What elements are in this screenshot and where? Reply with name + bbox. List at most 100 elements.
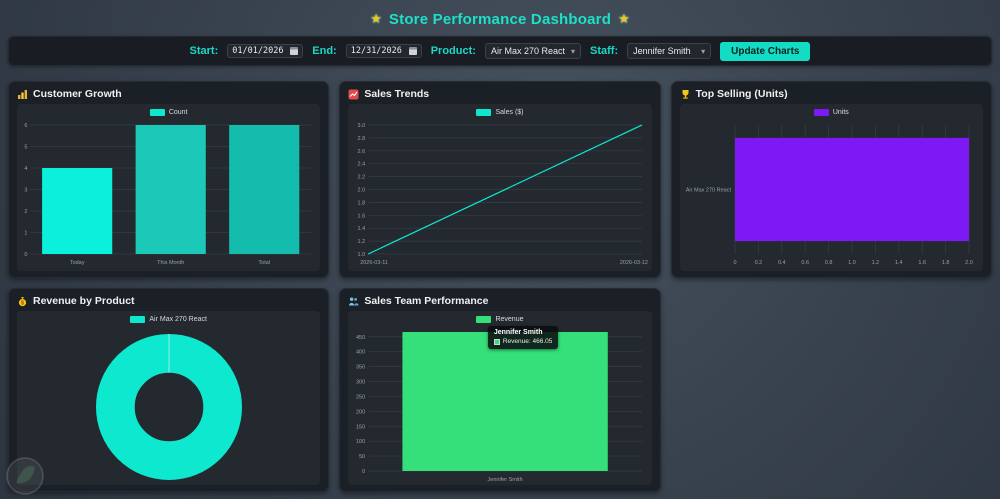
legend-label: Units: [832, 109, 849, 116]
svg-text:Today: Today: [69, 260, 84, 266]
sales-team-chart[interactable]: 0 50 100 150 200 250 300 350 400 450 Jennifer Smit…: [350, 326, 650, 484]
panel-customer-growth: Customer Growth Count 0 1 2 3 4 5 6 Today This M…: [8, 81, 330, 278]
svg-text:0.8: 0.8: [825, 260, 833, 266]
svg-text:Total: Total: [258, 260, 270, 266]
svg-text:2.6: 2.6: [358, 149, 366, 155]
panel-title: Sales Team Performance: [364, 295, 489, 307]
dashboard-grid: Customer Growth Count 0 1 2 3 4 5 6 Today This M…: [8, 81, 992, 492]
svg-text:1.6: 1.6: [358, 213, 366, 219]
page-title: Store Performance Dashboard: [388, 10, 612, 28]
chart-area: Count 0 1 2 3 4 5 6 Today This Month Total: [17, 104, 321, 271]
panel-revenue-by-product: $ Revenue by Product Air Max 270 React: [8, 288, 330, 492]
svg-text:350: 350: [356, 365, 365, 371]
empty-cell: [671, 288, 992, 492]
header: ★ Store Performance Dashboard ★: [0, 0, 1000, 34]
svg-text:This Month: This Month: [157, 260, 184, 266]
svg-text:0: 0: [24, 252, 27, 258]
tooltip-swatch: [493, 338, 500, 345]
legend-swatch: [476, 109, 492, 116]
trend-chart-icon: [348, 89, 359, 99]
product-select-value: Air Max 270 React: [490, 46, 565, 56]
money-bag-icon: $: [18, 296, 27, 306]
svg-text:3.0: 3.0: [358, 123, 366, 129]
staff-select[interactable]: Jennifer Smith ▾: [627, 43, 712, 59]
tooltip-value: Revenue: 466.05: [502, 338, 553, 345]
chart-legend[interactable]: Units: [813, 106, 849, 119]
calendar-icon: [290, 47, 299, 55]
svg-text:2.8: 2.8: [358, 136, 366, 142]
sales-trends-chart[interactable]: 1.0 1.2 1.4 1.6 1.8 2.0 2.2 2.4 2.6 2.8 3.0 2026-03…: [350, 119, 650, 267]
svg-text:0.2: 0.2: [755, 260, 763, 266]
legend-swatch: [476, 316, 492, 323]
svg-text:200: 200: [356, 409, 365, 415]
update-charts-button[interactable]: Update Charts: [720, 41, 811, 61]
chevron-down-icon: ▾: [701, 46, 706, 56]
chart-legend[interactable]: Count: [149, 106, 188, 119]
chart-area: Sales ($) 1.0 1.2 1.4 1.6 1.8 2.0 2.2 2.4 2.6 2.8…: [348, 104, 652, 271]
chart-legend[interactable]: Air Max 270 React: [130, 313, 207, 326]
svg-text:3: 3: [24, 188, 27, 194]
svg-text:1.0: 1.0: [849, 260, 857, 266]
panel-header: Sales Team Performance: [348, 295, 651, 307]
start-date-field[interactable]: [227, 44, 304, 58]
chevron-down-icon: ▾: [570, 46, 575, 56]
svg-text:50: 50: [359, 454, 365, 460]
svg-text:2.0: 2.0: [966, 260, 974, 266]
svg-text:2.2: 2.2: [358, 175, 366, 181]
star-icon: ★: [618, 11, 630, 26]
svg-text:0: 0: [362, 469, 365, 475]
revenue-donut-chart[interactable]: [19, 326, 319, 484]
chart-legend[interactable]: Revenue: [476, 313, 524, 326]
panel-sales-trends: Sales Trends Sales ($) 1.0 1.2 1.4 1.6 1.8 2.…: [339, 81, 661, 278]
filter-bar: Start: End: Product: Air Max 270 React ▾…: [8, 36, 992, 66]
chart-area: Revenue 0 50 100 150 200 250 300 350 400 450 Jenni…: [348, 311, 652, 485]
panel-header: Customer Growth: [17, 88, 320, 100]
panel-title: Sales Trends: [364, 88, 430, 100]
end-date-input[interactable]: [350, 46, 405, 56]
svg-text:$: $: [21, 300, 24, 306]
start-date-input[interactable]: [232, 46, 287, 56]
svg-text:2.4: 2.4: [358, 162, 366, 168]
panel-header: Top Selling (Units): [680, 88, 983, 100]
top-selling-chart[interactable]: 0 0.2 0.4 0.6 0.8 1.0 1.2 1.4 1.6 1.8 2.0 Air Max 2…: [681, 119, 981, 267]
tooltip-title: Jennifer Smith: [493, 329, 543, 336]
start-date-label: Start:: [189, 45, 219, 57]
star-icon: ★: [370, 11, 382, 26]
svg-text:1.4: 1.4: [358, 226, 366, 232]
svg-text:2.0: 2.0: [358, 188, 366, 194]
svg-text:4: 4: [24, 166, 27, 172]
end-date-label: End:: [312, 45, 337, 57]
svg-text:300: 300: [356, 380, 365, 386]
bar-chart-icon: [18, 89, 27, 99]
chart-legend[interactable]: Sales ($): [476, 106, 524, 119]
svg-text:1.8: 1.8: [942, 260, 950, 266]
panel-top-selling: Top Selling (Units) Units 0 0.2 0.4 0.6 0.8 1…: [670, 81, 992, 278]
calendar-icon: [408, 47, 417, 55]
svg-text:1.8: 1.8: [358, 200, 366, 206]
svg-text:1.2: 1.2: [358, 239, 366, 245]
product-label: Product:: [430, 45, 476, 57]
panel-header: $ Revenue by Product: [17, 295, 320, 307]
panel-sales-team: Sales Team Performance Revenue 0 50 100 150…: [339, 288, 661, 492]
svg-text:0: 0: [734, 260, 737, 266]
svg-text:1.0: 1.0: [358, 252, 366, 258]
staff-label: Staff:: [590, 45, 619, 57]
svg-text:1.6: 1.6: [919, 260, 927, 266]
svg-text:0.4: 0.4: [778, 260, 786, 266]
svg-text:6: 6: [24, 123, 27, 129]
svg-text:Air Max 270 React: Air Max 270 React: [686, 188, 732, 194]
svg-text:2026-03-12: 2026-03-12: [620, 260, 648, 266]
panel-title: Top Selling (Units): [695, 88, 788, 100]
chart-area: Units 0 0.2 0.4 0.6 0.8 1.0 1.2 1.4 1.6 1.8 2.0 Air…: [679, 104, 983, 271]
legend-swatch: [813, 109, 829, 116]
svg-text:2: 2: [24, 209, 27, 215]
customer-growth-chart[interactable]: 0 1 2 3 4 5 6 Today This Month Total: [19, 119, 319, 267]
product-select[interactable]: Air Max 270 React ▾: [484, 43, 581, 59]
legend-swatch: [130, 316, 146, 323]
team-icon: [349, 297, 359, 305]
panel-title: Customer Growth: [33, 88, 122, 100]
chart-area: Air Max 270 React: [17, 311, 321, 485]
end-date-field[interactable]: [345, 44, 422, 58]
svg-text:400: 400: [356, 350, 365, 356]
trophy-icon: [682, 89, 689, 99]
